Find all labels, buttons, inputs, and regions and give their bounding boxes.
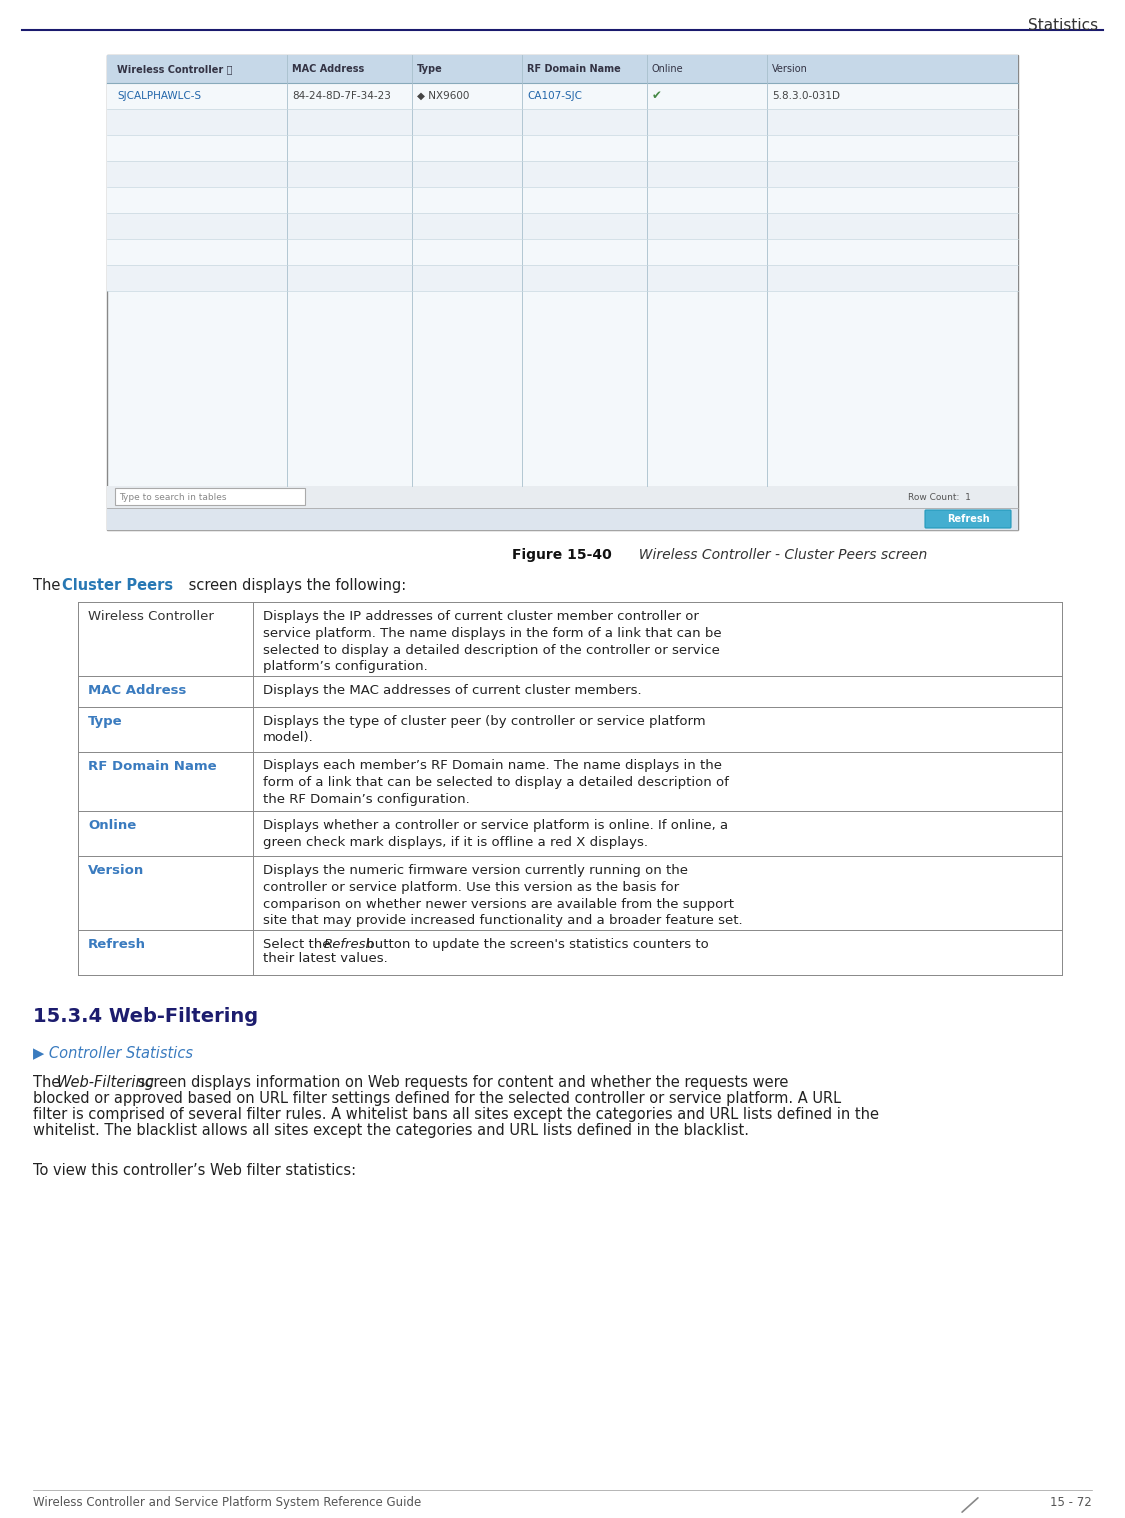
Bar (78, 856, 1062, 931)
Text: MAC Address: MAC Address (292, 64, 364, 74)
Text: Displays the MAC addresses of current cluster members.: Displays the MAC addresses of current cl… (263, 685, 641, 697)
Bar (107, 509, 1018, 530)
Text: Row Count:  1: Row Count: 1 (908, 492, 971, 501)
Text: ◆ NX9600: ◆ NX9600 (417, 91, 469, 102)
Bar (107, 187, 1018, 213)
Text: whitelist. The blacklist allows all sites except the categories and URL lists de: whitelist. The blacklist allows all site… (33, 1123, 749, 1138)
Text: 5.8.3.0-031D: 5.8.3.0-031D (772, 91, 840, 102)
Text: Displays the numeric firmware version currently running on the
controller or ser: Displays the numeric firmware version cu… (263, 864, 742, 927)
Text: Cluster Peers: Cluster Peers (62, 578, 173, 594)
Text: Type to search in tables: Type to search in tables (119, 492, 226, 501)
FancyBboxPatch shape (925, 510, 1011, 528)
Text: SJCALPHAWLC-S: SJCALPHAWLC-S (117, 91, 201, 102)
Text: Wireless Controller: Wireless Controller (88, 610, 214, 622)
Text: 15.3.4 Web-Filtering: 15.3.4 Web-Filtering (33, 1006, 258, 1026)
Bar (107, 213, 1018, 238)
Bar (107, 109, 1018, 135)
Bar (107, 135, 1018, 161)
Text: Type: Type (88, 715, 123, 727)
Bar (107, 266, 1018, 291)
Text: Displays whether a controller or service platform is online. If online, a
green : Displays whether a controller or service… (263, 820, 728, 849)
Bar (107, 486, 1018, 509)
Text: CA107-SJC: CA107-SJC (526, 91, 582, 102)
Text: ▶ Controller Statistics: ▶ Controller Statistics (33, 1044, 194, 1060)
Text: button to update the screen's statistics counters to: button to update the screen's statistics… (362, 938, 709, 950)
Bar (78, 931, 1062, 975)
Text: The: The (33, 578, 65, 594)
Text: Wireless Controller and Service Platform System Reference Guide: Wireless Controller and Service Platform… (33, 1497, 421, 1509)
Text: 15 - 72: 15 - 72 (1051, 1497, 1092, 1509)
Bar (78, 811, 1062, 856)
Bar (78, 676, 1062, 706)
Text: To view this controller’s Web filter statistics:: To view this controller’s Web filter sta… (33, 1163, 357, 1178)
Bar (107, 55, 1018, 530)
Text: blocked or approved based on URL filter settings defined for the selected contro: blocked or approved based on URL filter … (33, 1091, 842, 1107)
Bar (78, 751, 1062, 811)
Bar (107, 55, 1018, 83)
Text: Refresh: Refresh (947, 515, 989, 524)
Text: screen displays the following:: screen displays the following: (184, 578, 406, 594)
Bar (107, 83, 1018, 109)
Text: 84-24-8D-7F-34-23: 84-24-8D-7F-34-23 (292, 91, 390, 102)
Text: Web-Filtering: Web-Filtering (56, 1075, 154, 1090)
Text: Displays the type of cluster peer (by controller or service platform
model).: Displays the type of cluster peer (by co… (263, 715, 705, 744)
Text: Version: Version (88, 864, 144, 877)
Text: Statistics: Statistics (1028, 18, 1098, 33)
Bar (107, 161, 1018, 187)
Text: filter is comprised of several filter rules. A whitelist bans all sites except t: filter is comprised of several filter ru… (33, 1107, 879, 1122)
Text: Wireless Controller - Cluster Peers screen: Wireless Controller - Cluster Peers scre… (630, 548, 927, 562)
Text: Refresh: Refresh (88, 938, 146, 950)
Text: Online: Online (652, 64, 684, 74)
Bar (78, 603, 1062, 676)
Text: Type: Type (417, 64, 443, 74)
Text: Refresh: Refresh (324, 938, 375, 950)
Bar (78, 706, 1062, 751)
Text: Version: Version (772, 64, 808, 74)
Text: Select the: Select the (263, 938, 335, 950)
Text: their latest values.: their latest values. (263, 952, 388, 965)
Text: Wireless Controller ⓘ: Wireless Controller ⓘ (117, 64, 233, 74)
Text: RF Domain Name: RF Domain Name (88, 759, 217, 773)
FancyBboxPatch shape (115, 487, 305, 505)
Text: RF Domain Name: RF Domain Name (526, 64, 621, 74)
Text: Figure 15-40  Wireless Controller - Cluster Peers screen: Figure 15-40 Wireless Controller - Clust… (371, 548, 753, 562)
Text: Figure 15-40: Figure 15-40 (512, 548, 612, 562)
Text: Displays the IP addresses of current cluster member controller or
service platfo: Displays the IP addresses of current clu… (263, 610, 721, 674)
Text: MAC Address: MAC Address (88, 685, 187, 697)
Text: Displays each member’s RF Domain name. The name displays in the
form of a link t: Displays each member’s RF Domain name. T… (263, 759, 729, 806)
Text: The: The (33, 1075, 65, 1090)
Text: ✔: ✔ (652, 90, 662, 103)
Bar (107, 238, 1018, 266)
Text: screen displays information on Web requests for content and whether the requests: screen displays information on Web reque… (133, 1075, 789, 1090)
Text: Online: Online (88, 820, 136, 832)
